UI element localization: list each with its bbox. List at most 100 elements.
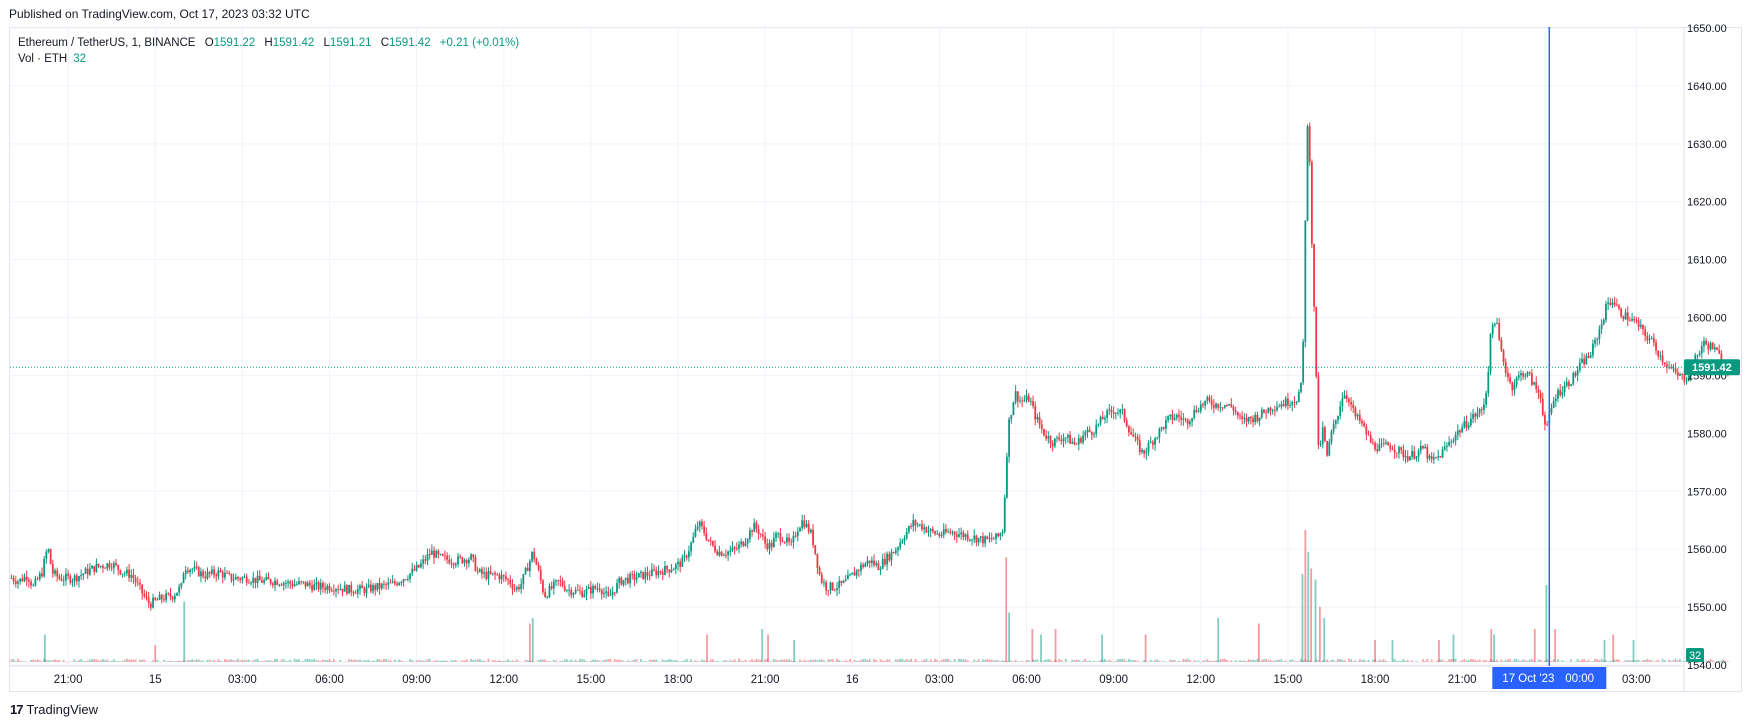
volume-bar (725, 660, 727, 662)
legend-symbol[interactable]: Ethereum / TetherUS, 1, BINANCE (18, 37, 196, 49)
legend-volume-label[interactable]: Vol · ETH (18, 53, 68, 65)
volume-bar (1380, 660, 1383, 662)
candle-body (1578, 362, 1581, 371)
tradingview-brand[interactable]: 17 TradingView (10, 702, 98, 717)
volume-bar (1016, 661, 1019, 662)
candle-body (1217, 403, 1220, 408)
price-tick-label: 1560.00 (1687, 544, 1727, 556)
volume-bar (1034, 659, 1037, 662)
candle-body (167, 593, 170, 595)
candle-body (1339, 406, 1342, 416)
volume-bar (735, 661, 738, 662)
candle-body (988, 537, 991, 539)
candle-body (1696, 355, 1699, 356)
candle-body (204, 576, 207, 579)
candle-body (1459, 430, 1461, 433)
candle-body (1040, 424, 1043, 429)
volume-bar (1679, 659, 1681, 662)
volume-bar (136, 661, 139, 663)
volume-bar (180, 661, 183, 662)
candle-body (1369, 435, 1372, 443)
volume-bar (160, 661, 163, 663)
volume-bar (1138, 661, 1141, 662)
volume-spike (1533, 629, 1536, 662)
volume-bar (156, 659, 159, 662)
volume-bar (1537, 659, 1540, 662)
candle-body (1576, 370, 1579, 376)
volume-bar (513, 661, 516, 662)
volume-bar (990, 659, 993, 662)
volume-bar (78, 660, 80, 662)
candle-body (1010, 414, 1013, 420)
volume-bar (1112, 661, 1115, 663)
candle-body (1291, 402, 1294, 406)
volume-bar (1021, 660, 1024, 662)
volume-bar (894, 659, 897, 662)
volume-bar (1084, 658, 1087, 662)
candle-body (947, 531, 950, 533)
candle-body (367, 584, 370, 587)
volume-bar (984, 659, 987, 662)
volume-bar (1722, 659, 1725, 662)
candle-body (594, 585, 597, 589)
volume-bar (400, 660, 403, 662)
candle-body (215, 574, 218, 577)
candle-body (1646, 335, 1649, 341)
candle-body (346, 585, 348, 594)
volume-bar (313, 658, 316, 662)
price-tick-label: 1630.00 (1687, 139, 1727, 151)
volume-bar (849, 659, 851, 662)
volume-bar (1446, 661, 1448, 662)
candle-body (827, 590, 830, 592)
volume-bar (332, 659, 335, 662)
volume-bar (796, 661, 799, 663)
candle-body (814, 545, 817, 554)
candle-body (128, 569, 130, 578)
candle-body (522, 574, 525, 585)
volume-bar (376, 659, 379, 662)
volume-bar (1585, 660, 1588, 662)
volume-bar (1718, 660, 1721, 662)
volume-bar (1568, 661, 1570, 663)
candle-body (1167, 416, 1170, 421)
volume-bar (1498, 661, 1501, 662)
candle-body (1012, 402, 1015, 415)
volume-bar (1459, 661, 1461, 662)
volume-bar (940, 659, 943, 662)
candle-body (735, 548, 738, 550)
brand-name: TradingView (26, 702, 99, 717)
volume-bar (239, 660, 242, 662)
candle-body (1317, 376, 1320, 445)
volume-bar (1441, 659, 1444, 662)
volume-bar (1182, 658, 1185, 662)
candle-body (644, 572, 647, 579)
candle-body (546, 597, 549, 598)
time-tick-label: 15:00 (576, 674, 605, 686)
volume-bar (141, 659, 144, 662)
candle-body (489, 571, 492, 574)
candle-body (1226, 405, 1228, 406)
volume-bar (692, 661, 695, 662)
candle-body (224, 572, 226, 578)
candle-body (849, 574, 851, 576)
candle-body (692, 536, 695, 543)
volume-bar (709, 659, 712, 662)
candle-body (173, 595, 176, 600)
volume-bar (1550, 660, 1553, 662)
candle-body (1334, 420, 1337, 424)
volume-bar (655, 659, 658, 662)
candle-body (43, 559, 46, 577)
candle-body (507, 579, 509, 580)
volume-bar (631, 660, 634, 662)
volume-bar (681, 661, 684, 662)
candle-body (1624, 312, 1627, 320)
price-tick-label: 1640.00 (1687, 81, 1727, 93)
volume-bar (868, 659, 871, 662)
candle-body (293, 584, 296, 587)
candle-body (609, 595, 612, 596)
candle-body (1034, 406, 1037, 420)
volume-bar (744, 659, 747, 662)
candle-body (572, 593, 575, 596)
tradingview-logo-icon: 17 (10, 702, 24, 717)
